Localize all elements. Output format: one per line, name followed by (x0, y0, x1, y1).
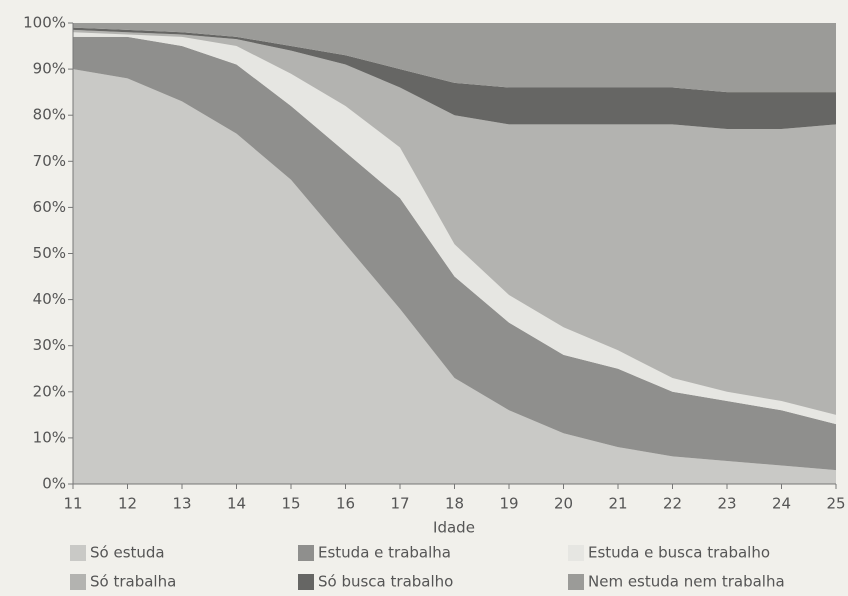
x-tick-label: 24 (772, 495, 791, 513)
y-tick-label: 80% (33, 106, 66, 124)
y-tick-label: 0% (42, 475, 66, 493)
y-tick-label: 100% (23, 14, 66, 32)
legend-swatch (568, 574, 584, 590)
x-tick-label: 13 (172, 495, 191, 513)
legend-label: Estuda e trabalha (318, 544, 451, 562)
x-tick-label: 25 (826, 495, 845, 513)
y-tick-label: 60% (33, 198, 66, 216)
x-tick-label: 14 (227, 495, 246, 513)
legend-swatch (298, 574, 314, 590)
y-tick-label: 90% (33, 60, 66, 78)
area (73, 23, 836, 93)
legend-swatch (568, 545, 584, 561)
x-tick-label: 15 (281, 495, 300, 513)
legend-label: Estuda e busca trabalho (588, 544, 770, 562)
x-tick-label: 16 (336, 495, 355, 513)
x-tick-label: 18 (445, 495, 464, 513)
x-tick-label: 21 (608, 495, 627, 513)
y-tick-label: 70% (33, 152, 66, 170)
legend-label: Só estuda (90, 544, 165, 562)
y-tick-label: 50% (33, 244, 66, 262)
legend-swatch (70, 545, 86, 561)
x-tick-label: 19 (499, 495, 518, 513)
legend-swatch (70, 574, 86, 590)
area (73, 29, 836, 415)
x-tick-label: 11 (63, 495, 82, 513)
y-tick-label: 10% (33, 428, 66, 446)
area (73, 27, 836, 130)
area (73, 69, 836, 484)
x-tick-label: 22 (663, 495, 682, 513)
x-tick-label: 23 (717, 495, 736, 513)
y-tick-label: 30% (33, 336, 66, 354)
legend-label: Só trabalha (90, 573, 176, 591)
legend-label: Só busca trabalho (318, 573, 453, 591)
y-tick-label: 40% (33, 290, 66, 308)
x-tick-label: 17 (390, 495, 409, 513)
legend-swatch (298, 545, 314, 561)
legend-label: Nem estuda nem trabalha (588, 573, 785, 591)
x-tick-label: 20 (554, 495, 573, 513)
y-tick-label: 20% (33, 382, 66, 400)
x-tick-label: 12 (118, 495, 137, 513)
x-axis-label: Idade (433, 519, 475, 537)
area (73, 36, 836, 471)
